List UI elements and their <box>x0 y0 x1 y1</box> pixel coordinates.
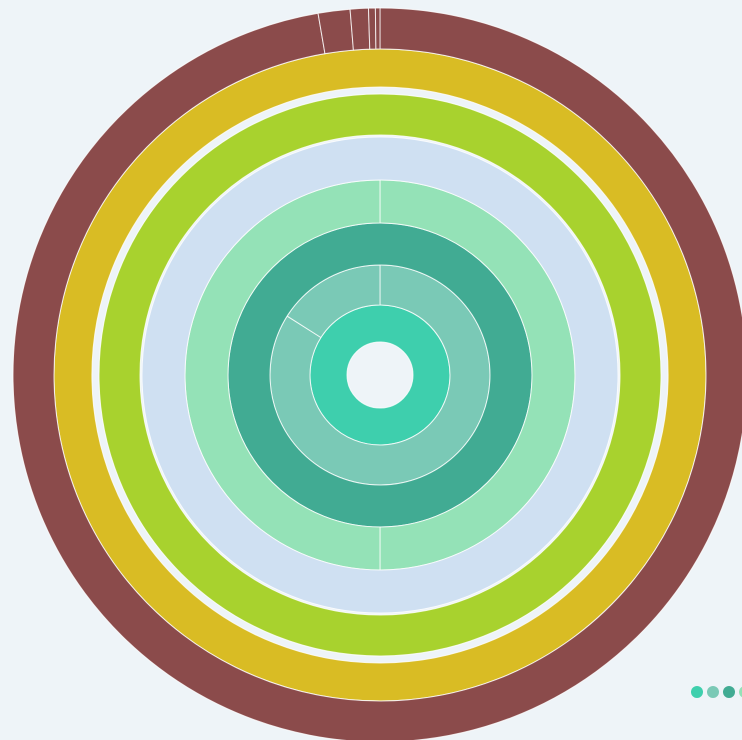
pagination <box>691 686 742 698</box>
page-dot[interactable] <box>691 686 703 698</box>
sunburst-segment <box>367 7 377 50</box>
page-dot[interactable] <box>723 686 735 698</box>
page-dot[interactable] <box>739 686 742 698</box>
sunburst-segment <box>98 93 662 657</box>
sunburst-segment <box>12 7 742 740</box>
sunburst-segment <box>141 136 619 614</box>
sunburst <box>12 7 742 740</box>
sunburst-segment <box>374 7 381 50</box>
sunburst-segment <box>349 7 371 51</box>
page-dot[interactable] <box>707 686 719 698</box>
sunburst-segment <box>317 8 354 55</box>
